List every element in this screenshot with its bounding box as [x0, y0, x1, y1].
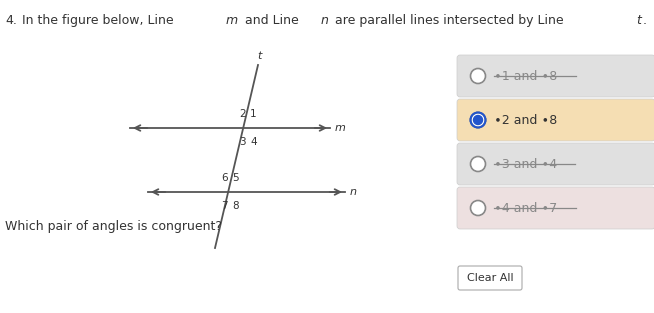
FancyBboxPatch shape [457, 55, 654, 97]
Text: .: . [642, 14, 646, 27]
Text: 8: 8 [232, 201, 239, 211]
Text: and Line: and Line [241, 14, 303, 27]
Circle shape [470, 112, 485, 127]
Circle shape [470, 156, 485, 172]
Text: m: m [335, 123, 346, 133]
Text: 5: 5 [232, 173, 239, 183]
Text: Which pair of angles is congruent?: Which pair of angles is congruent? [5, 220, 222, 233]
Text: In the figure below, Line: In the figure below, Line [14, 14, 178, 27]
Text: ∙1 and ∙8: ∙1 and ∙8 [494, 69, 557, 83]
Text: 1: 1 [250, 109, 256, 119]
Text: 7: 7 [221, 201, 228, 211]
Circle shape [470, 69, 485, 84]
FancyBboxPatch shape [457, 143, 654, 185]
Text: m: m [225, 14, 237, 27]
Text: are parallel lines intersected by Line: are parallel lines intersected by Line [331, 14, 567, 27]
Text: 4.: 4. [5, 14, 17, 27]
Text: t: t [636, 14, 641, 27]
Text: 4: 4 [250, 137, 256, 147]
Circle shape [470, 201, 485, 215]
Text: 3: 3 [239, 137, 246, 147]
FancyBboxPatch shape [457, 99, 654, 141]
Text: n: n [320, 14, 328, 27]
Text: t: t [257, 51, 261, 61]
Text: ∙3 and ∙4: ∙3 and ∙4 [494, 157, 557, 171]
Text: 6: 6 [221, 173, 228, 183]
Text: ∙2 and ∙8: ∙2 and ∙8 [494, 114, 557, 126]
Text: 2: 2 [239, 109, 246, 119]
Text: Clear All: Clear All [467, 273, 513, 283]
Text: ∙4 and ∙7: ∙4 and ∙7 [494, 202, 557, 214]
FancyBboxPatch shape [457, 187, 654, 229]
Text: n: n [350, 187, 357, 197]
FancyBboxPatch shape [458, 266, 522, 290]
Circle shape [473, 115, 483, 125]
